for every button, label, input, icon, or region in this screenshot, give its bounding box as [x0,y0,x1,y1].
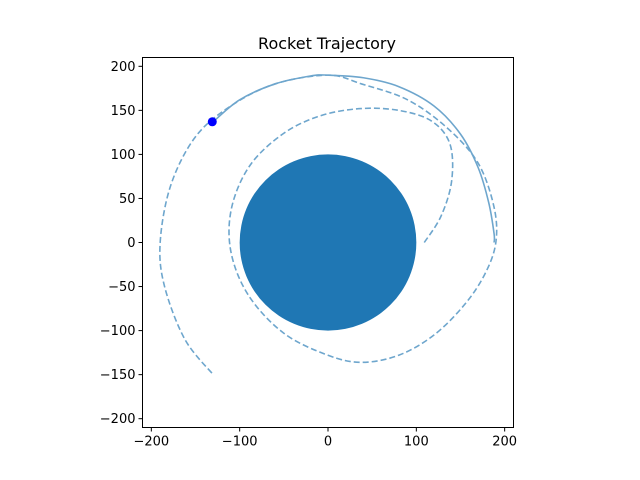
x-tick-label: 100 [404,435,429,450]
y-tick-label: 100 [111,148,136,163]
y-tick-label: −200 [100,412,136,427]
y-tick-label: −150 [100,368,136,383]
y-tick-label: 50 [119,192,136,207]
trajectory-line-2 [212,74,496,243]
x-tick-label: 0 [324,435,332,450]
plot-area [159,74,498,376]
trajectory-line-1 [159,74,498,376]
x-axis: −200 −100 0 100 200 [133,427,517,450]
x-tick-label: −200 [133,435,169,450]
planet-disc [239,154,417,331]
x-tick-label: −100 [222,435,258,450]
y-axis: −200 −150 −100 −50 0 50 100 150 200 [100,60,143,427]
y-tick-label: 200 [111,60,136,75]
y-tick-label: −50 [108,280,135,295]
y-tick-label: 150 [111,104,136,119]
rocket-marker [207,117,217,127]
y-tick-label: 0 [127,236,135,251]
x-tick-label: 200 [492,435,517,450]
chart-title: Rocket Trajectory [258,34,396,53]
y-tick-label: −100 [100,324,136,339]
